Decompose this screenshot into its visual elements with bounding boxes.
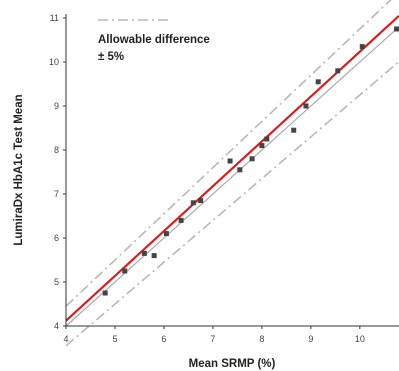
upper-bound-line (65, 0, 392, 307)
y-tick-labels: 4 5 6 7 8 9 10 11 (49, 13, 66, 331)
x-tick-label: 5 (112, 334, 117, 344)
data-point (190, 200, 196, 206)
data-point (102, 290, 108, 296)
data-point (198, 198, 204, 204)
data-point (151, 253, 157, 259)
data-point (259, 143, 265, 149)
x-tick-label: 6 (161, 334, 166, 344)
lower-bound-line (65, 60, 399, 347)
data-point (291, 127, 297, 133)
y-tick-label: 11 (50, 13, 59, 23)
x-tick-label: 7 (210, 334, 215, 344)
legend-label: Allowable difference (98, 34, 210, 46)
data-point (249, 156, 255, 162)
data-point (122, 268, 128, 274)
data-point (141, 250, 147, 256)
data-point (315, 79, 321, 85)
y-axis-title: LumiraDx HbA1c Test Mean (13, 94, 25, 245)
x-tick-label: 8 (259, 334, 264, 344)
data-point (394, 26, 399, 32)
x-axis-title: Mean SRMP (%) (189, 358, 276, 370)
x-tick-label: 9 (308, 334, 313, 344)
legend-percent: ± 5% (98, 51, 124, 63)
y-tick-label: 10 (49, 57, 59, 67)
y-tick-label: 8 (54, 145, 59, 155)
y-tick-label: 6 (54, 233, 59, 243)
data-point (227, 158, 233, 164)
data-points (102, 26, 399, 296)
x-tick-labels: 4 5 6 7 8 9 10 (63, 326, 365, 344)
data-point (303, 103, 309, 109)
y-tick-label: 5 (54, 277, 59, 287)
x-tick-label: 4 (63, 334, 68, 344)
data-point (178, 217, 184, 223)
allowable-difference-bounds (65, 0, 399, 347)
identity-line (65, 26, 399, 327)
data-point (237, 167, 243, 173)
y-tick-label: 7 (54, 189, 59, 199)
y-tick-label: 9 (54, 101, 59, 111)
data-point (264, 136, 270, 142)
data-point (163, 231, 169, 237)
y-tick-label: 4 (54, 321, 59, 331)
data-point (335, 68, 341, 74)
regression-line (65, 14, 399, 322)
data-point (359, 44, 365, 50)
x-tick-label: 10 (355, 334, 365, 344)
